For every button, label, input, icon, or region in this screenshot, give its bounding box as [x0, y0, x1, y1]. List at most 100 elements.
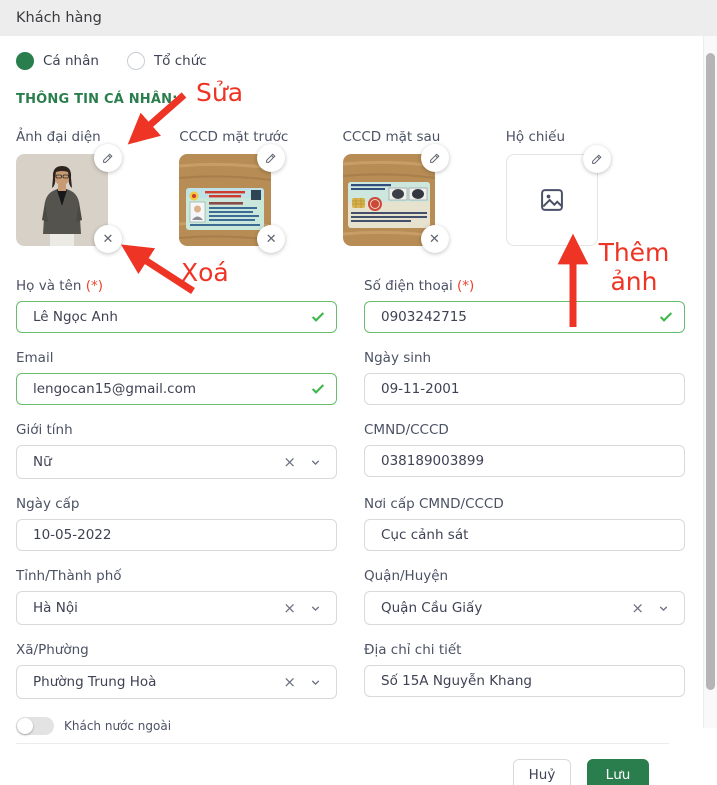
scrollbar-thumb[interactable]	[706, 53, 715, 690]
edit-avatar-button[interactable]	[94, 144, 122, 172]
district-value: Quận Cầu Giấy	[381, 600, 483, 616]
required-mark: (*)	[85, 278, 104, 294]
photo-label-id-back: CCCD mặt sau	[342, 129, 441, 145]
photo-label-passport: Hộ chiếu	[505, 129, 566, 145]
issue-date-label: Ngày cấp	[16, 496, 80, 512]
photo-label-id-front: CCCD mặt trước	[179, 129, 289, 145]
pencil-icon	[429, 153, 439, 163]
issue-date-input[interactable]	[16, 519, 337, 551]
toggle-knob	[17, 718, 33, 734]
ward-label: Xã/Phường	[16, 642, 89, 658]
modal-title: Khách hàng	[16, 10, 102, 26]
field-issue-date: Ngày cấp	[16, 479, 337, 551]
field-issue-place: Nơi cấp CMND/CCCD	[364, 479, 685, 551]
pencil-icon	[103, 153, 113, 163]
delete-id-back-button[interactable]: ✕	[420, 225, 449, 253]
field-gender: Giới tính Nữ ×	[16, 405, 337, 479]
field-email: Email	[16, 333, 337, 405]
chevron-down-icon	[311, 679, 320, 685]
photo-label-avatar: Ảnh đại diện	[16, 129, 101, 145]
pencil-icon	[266, 153, 276, 163]
modal-content: Cá nhân Tổ chức THÔNG TIN CÁ NHÂN: Ảnh đ…	[0, 36, 685, 785]
province-label: Tỉnh/Thành phố	[16, 568, 122, 584]
radio-personal-label: Cá nhân	[43, 53, 99, 69]
field-phone: Số điện thoại (*)	[364, 261, 685, 333]
full-name-label: Họ và tên (*)	[16, 278, 104, 294]
phone-input[interactable]	[364, 301, 685, 333]
edit-passport-button[interactable]	[582, 145, 611, 173]
id-number-input[interactable]	[364, 445, 685, 477]
radio-personal[interactable]: Cá nhân	[16, 52, 99, 70]
province-value: Hà Nội	[33, 600, 78, 616]
photo-cell-id-front: CCCD mặt trước	[179, 129, 342, 253]
avatar-image	[16, 154, 108, 246]
modal-header: Khách hàng	[0, 0, 717, 36]
valid-check-icon	[311, 312, 325, 322]
passport-upload[interactable]	[505, 145, 611, 246]
province-select[interactable]: Hà Nội ×	[16, 591, 337, 625]
field-district: Quận/Huyện Quận Cầu Giấy ×	[364, 551, 685, 625]
customer-type-group: Cá nhân Tổ chức	[16, 52, 669, 70]
ward-value: Phường Trung Hoà	[33, 674, 157, 690]
required-mark: (*)	[457, 278, 475, 294]
district-select[interactable]: Quận Cầu Giấy ×	[364, 591, 685, 625]
radio-selected-icon	[16, 52, 34, 70]
issue-place-label: Nơi cấp CMND/CCCD	[364, 496, 504, 512]
scrollbar-track[interactable]	[703, 36, 717, 728]
dob-input[interactable]	[364, 373, 685, 405]
gender-value: Nữ	[33, 454, 52, 470]
address-label: Địa chỉ chi tiết	[364, 642, 462, 658]
save-button[interactable]: Lưu	[587, 759, 649, 785]
id-number-label: CMND/CCCD	[364, 422, 449, 438]
foreigner-toggle-label: Khách nước ngoài	[64, 719, 172, 733]
email-input[interactable]	[16, 373, 337, 405]
field-ward: Xã/Phường Phường Trung Hoà ×	[16, 625, 337, 699]
ward-select[interactable]: Phường Trung Hoà ×	[16, 665, 337, 699]
cancel-button[interactable]: Huỷ	[513, 759, 571, 785]
section-title: THÔNG TIN CÁ NHÂN:	[16, 92, 178, 107]
field-province: Tỉnh/Thành phố Hà Nội ×	[16, 551, 337, 625]
id-front-image	[179, 154, 272, 246]
image-placeholder-icon	[540, 189, 563, 211]
photo-cell-avatar: Ảnh đại diện	[16, 129, 179, 253]
address-input[interactable]	[364, 665, 685, 697]
valid-check-icon	[311, 384, 325, 394]
clear-icon[interactable]: ×	[283, 598, 296, 617]
field-address: Địa chỉ chi tiết	[364, 625, 685, 699]
gender-select[interactable]: Nữ ×	[16, 445, 337, 479]
district-label: Quận/Huyện	[364, 568, 449, 584]
photo-cell-id-back: CCCD mặt sau	[342, 129, 506, 253]
radio-unselected-icon	[126, 52, 145, 70]
id-back-image	[342, 154, 435, 246]
form-grid: Họ và tên (*) Số điện thoại (*)	[16, 261, 685, 699]
field-id-number: CMND/CCCD	[364, 405, 685, 479]
email-label: Email	[16, 350, 54, 366]
delete-id-front-button[interactable]: ✕	[257, 225, 286, 253]
modal-footer: Huỷ Lưu	[16, 744, 669, 785]
id-front-photo[interactable]: ✕	[179, 144, 286, 253]
chevron-down-icon	[311, 605, 320, 611]
photos-row: Ảnh đại diện	[16, 129, 669, 253]
field-full-name: Họ và tên (*)	[16, 261, 337, 333]
radio-organization[interactable]: Tổ chức	[126, 52, 207, 70]
gender-label: Giới tính	[16, 422, 73, 438]
clear-icon[interactable]: ×	[631, 598, 644, 617]
clear-icon[interactable]: ×	[283, 452, 296, 471]
chevron-down-icon	[659, 605, 668, 611]
phone-label: Số điện thoại (*)	[364, 278, 475, 294]
avatar-photo[interactable]: ✕	[16, 144, 122, 253]
issue-place-input[interactable]	[364, 519, 685, 551]
chevron-down-icon	[311, 459, 320, 465]
foreigner-toggle[interactable]	[16, 717, 54, 735]
footer-divider	[16, 743, 669, 744]
delete-avatar-button[interactable]: ✕	[94, 225, 122, 253]
id-back-photo[interactable]: ✕	[342, 144, 449, 253]
edit-id-front-button[interactable]	[257, 144, 286, 172]
edit-id-back-button[interactable]	[420, 144, 449, 172]
photo-cell-passport: Hộ chiếu	[505, 129, 669, 246]
valid-check-icon	[659, 312, 673, 322]
clear-icon[interactable]: ×	[283, 672, 296, 691]
dob-label: Ngày sinh	[364, 350, 432, 366]
full-name-input[interactable]	[16, 301, 337, 333]
